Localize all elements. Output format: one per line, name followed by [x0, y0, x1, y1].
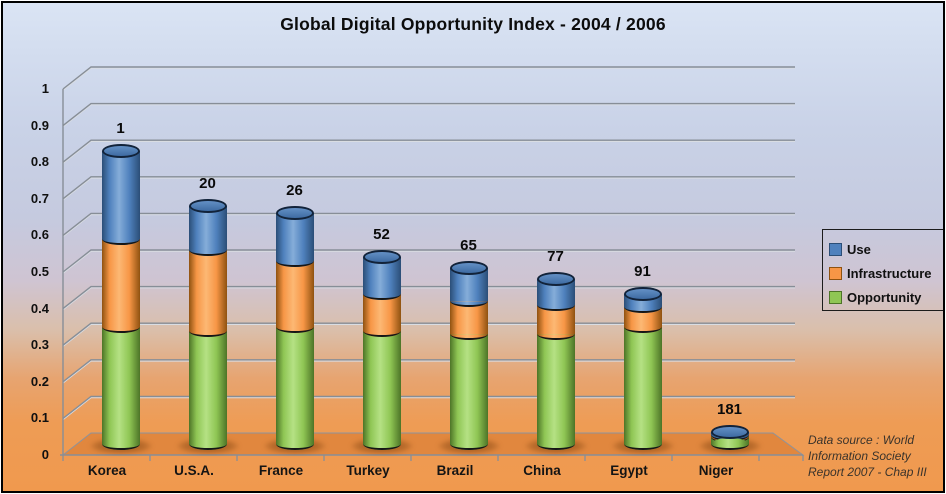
gridline [62, 359, 795, 383]
y-tick-label: 0.6 [30, 227, 49, 243]
bar-segment-boundary-line [536, 328, 575, 341]
y-tick-label: 1 [41, 81, 49, 96]
bar-segment-use [275, 213, 314, 261]
bar-segment-opportunity [101, 326, 140, 444]
legend: Use Infrastructure Opportunity [822, 229, 943, 311]
bar-base-line [362, 438, 401, 450]
bar-segment-opportunity [536, 334, 575, 444]
bar-base-line [536, 438, 575, 450]
bar-segment-boundary-line [623, 301, 662, 313]
y-tick-label: 0.5 [30, 264, 49, 279]
bar-base-line [710, 438, 749, 450]
plot-area: 1 0.9 0.8 0.7 0.6 0.5 0.4 0.3 0.2 0.1 0 Korea U.S.A.… [3, 3, 943, 491]
bar-segment-boundary-line [449, 328, 488, 341]
bar-segment-boundary-line [536, 299, 575, 311]
gridline [62, 102, 795, 127]
bar-segment-opportunity [188, 330, 227, 444]
bar-segment-boundary-line [275, 321, 314, 333]
bar-segment-use [101, 151, 140, 240]
bar-rank-label: 26 [286, 182, 303, 200]
bar-rank-label: 1 [116, 120, 125, 138]
x-category-label: China [523, 463, 561, 478]
gridline [62, 322, 795, 346]
x-category-label: Korea [87, 463, 127, 478]
gridline [62, 66, 795, 90]
legend-label: Infrastructure [847, 265, 932, 281]
legend-swatch-opportunity [829, 290, 842, 304]
x-category-label: Brazil [436, 463, 474, 478]
bar-segment-boundary-line [188, 244, 227, 257]
bar-top-cap [188, 199, 227, 214]
bar-segment-boundary-line [449, 295, 488, 308]
x-category-label: France [258, 463, 304, 478]
x-category-label: Turkey [346, 463, 390, 478]
x-category-label: Egypt [610, 463, 648, 478]
bar-segment-use [188, 206, 227, 250]
legend-item-infrastructure: Infrastructure [829, 261, 943, 285]
bar-segment-boundary-line [101, 321, 140, 333]
x-category-label: Niger [698, 463, 734, 478]
chart-title: Global Digital Opportunity Index - 2004 … [280, 14, 666, 34]
bar-top-cap [275, 206, 314, 221]
y-tick-label: 0.2 [30, 373, 49, 389]
bar-rank-label: 20 [199, 175, 216, 193]
bar-segment-boundary-line [362, 325, 401, 337]
bar-base-line [188, 438, 227, 450]
bar-top-cap [536, 272, 575, 287]
bar-segment-opportunity [362, 330, 401, 444]
legend-swatch-use [829, 242, 842, 256]
bar-segment-boundary-line [275, 255, 314, 267]
x-category-label: U.S.A. [174, 463, 214, 478]
gridline [62, 212, 795, 236]
bar-rank-label: 77 [547, 248, 564, 266]
bar-top-cap [623, 286, 662, 301]
bar-top-cap [362, 250, 401, 265]
data-source-note: Data source : World Information Society … [808, 432, 943, 480]
legend-item-opportunity: Opportunity [829, 285, 943, 309]
y-tick-label: 0 [41, 447, 49, 462]
bar-segment-opportunity [275, 326, 314, 444]
legend-label: Use [847, 241, 871, 257]
bar-base-line [101, 438, 140, 450]
y-tick-label: 0.1 [30, 410, 49, 426]
data-source-line: Report 2007 - Chap III [808, 465, 927, 479]
bar-segment-infrastructure [275, 261, 314, 327]
bar-base-line [275, 438, 314, 450]
y-tick-label: 0.4 [30, 300, 49, 316]
bar-base-line [623, 438, 662, 450]
bar-segment-infrastructure [101, 239, 140, 327]
gridline [62, 176, 795, 200]
bar-top-cap [101, 144, 140, 159]
bar-top-cap [710, 425, 749, 440]
y-tick-label: 0.9 [30, 117, 49, 133]
bar-top-cap [449, 261, 488, 276]
bar-segment-infrastructure [188, 250, 227, 331]
bar-segment-opportunity [623, 326, 662, 444]
data-source-line: Data source : World [808, 433, 915, 447]
bar-base-line [449, 438, 488, 450]
bar-rank-label: 91 [634, 262, 651, 280]
bar-segment-opportunity [449, 334, 488, 444]
legend-label: Opportunity [847, 289, 922, 305]
y-tick-label: 0.8 [30, 154, 49, 170]
y-tick-label: 0.7 [30, 190, 49, 206]
y-tick-label: 0.3 [30, 337, 49, 353]
data-source-line: Information Society [808, 449, 911, 463]
gridline [62, 395, 795, 419]
bar-segment-boundary-line [623, 321, 662, 333]
legend-item-use: Use [829, 237, 943, 261]
gridline [62, 285, 795, 310]
legend-swatch-infrastructure [829, 266, 842, 280]
bar-segment-boundary-line [101, 233, 140, 246]
gridline [62, 249, 795, 273]
bar-rank-label: 52 [373, 226, 390, 244]
bar-segment-boundary-line [188, 325, 227, 337]
chart-floor [61, 432, 805, 456]
bar-segment-boundary-line [362, 288, 401, 300]
gridline [62, 139, 795, 163]
bar-rank-label: 181 [716, 401, 743, 419]
bar-rank-label: 65 [460, 237, 477, 255]
